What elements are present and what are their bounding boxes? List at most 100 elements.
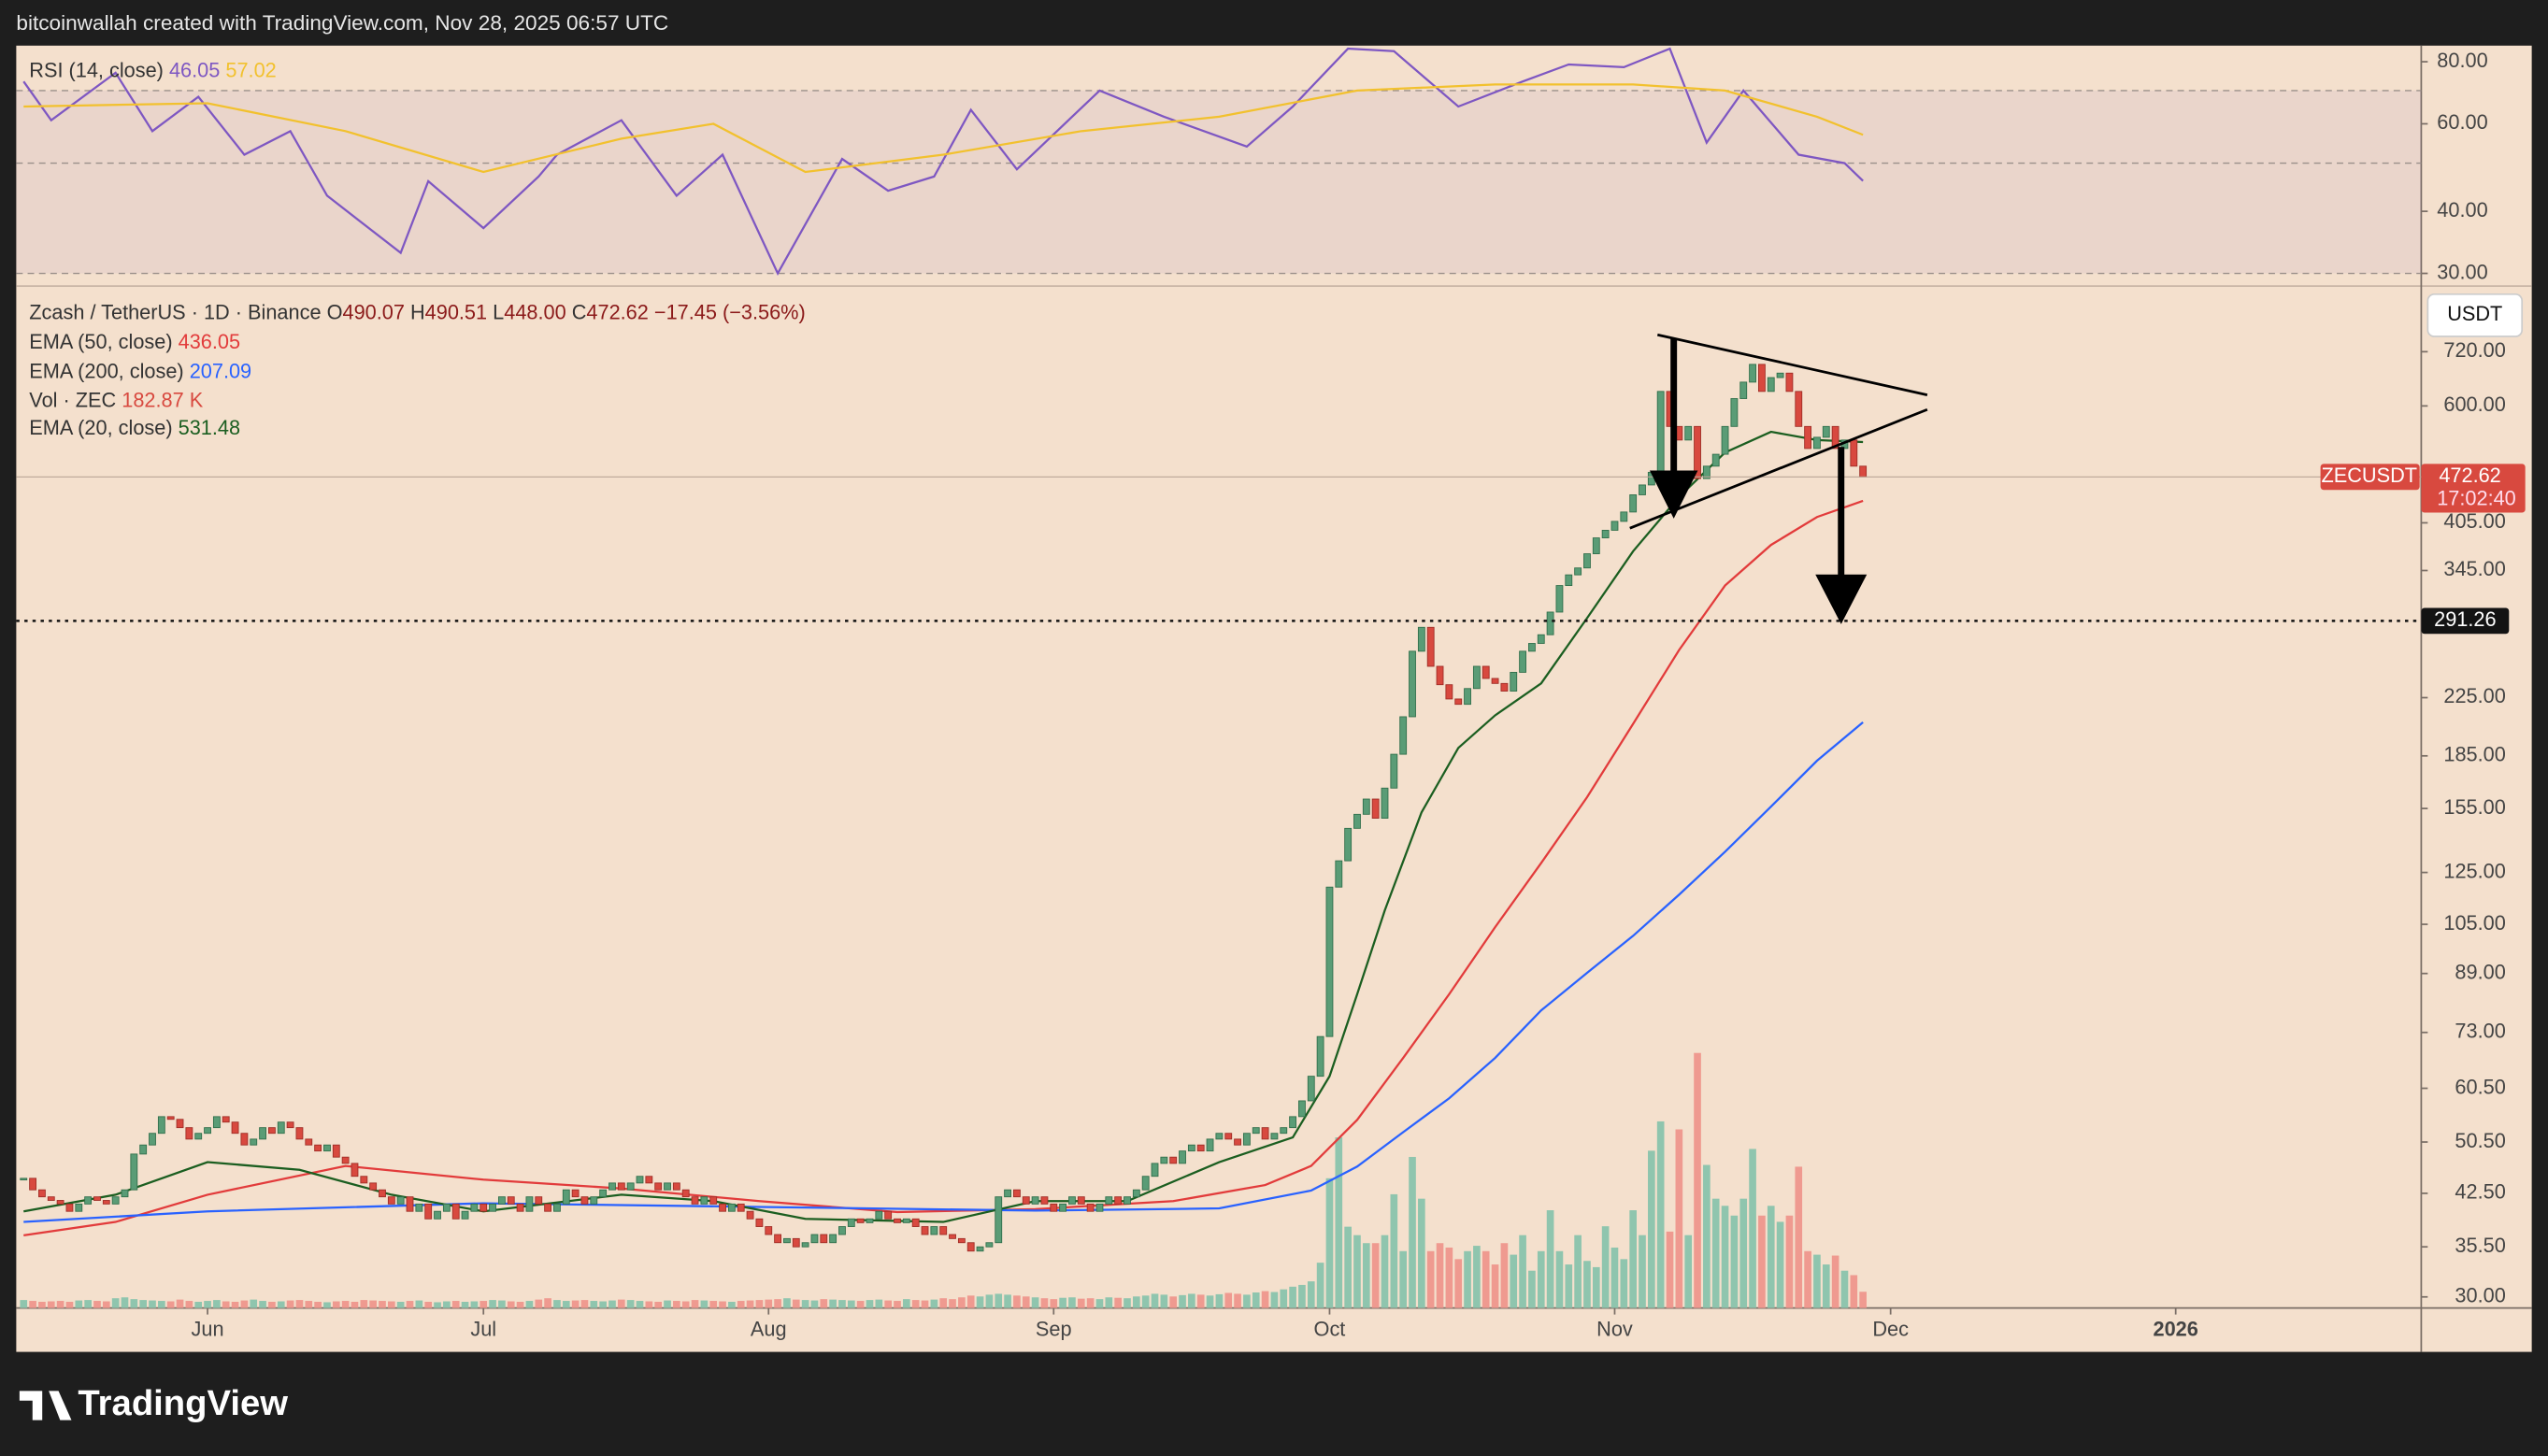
candle (1068, 1196, 1076, 1205)
candle (894, 1218, 901, 1223)
volume-bar (1086, 1298, 1095, 1308)
volume-bar (314, 1301, 322, 1308)
volume-bar (856, 1301, 865, 1308)
volume-bar (1656, 1121, 1665, 1308)
candle (1169, 1156, 1178, 1164)
candle (856, 1218, 865, 1223)
volume-bar (939, 1298, 948, 1308)
volume-bar (1114, 1297, 1122, 1308)
rsi-line (23, 83, 1864, 174)
y-tick-label: 35.50 (2455, 1234, 2505, 1257)
candle (949, 1234, 956, 1239)
candle (1086, 1203, 1095, 1212)
volume-bar (626, 1300, 635, 1308)
candle (1261, 1127, 1269, 1140)
axis-labels: 80.00 60.00 40.00 30.00 291.26 720.00 600.00 40… (29, 49, 2526, 1341)
candle (406, 1196, 414, 1212)
y-tick-label: 345.00 (2443, 557, 2505, 580)
volume-bar (737, 1301, 745, 1308)
candle (157, 1116, 165, 1135)
candle (75, 1203, 83, 1212)
candle (222, 1116, 230, 1123)
candle (654, 1182, 663, 1191)
change: −17.45 (−3.56%) (654, 300, 806, 323)
candle (700, 1196, 709, 1205)
candle (995, 1196, 1003, 1244)
volume-bar (1381, 1235, 1389, 1308)
candle (516, 1203, 524, 1212)
volume-bar (847, 1300, 855, 1308)
x-tick-label: Dec (1872, 1318, 1909, 1341)
volume-bar (1399, 1250, 1407, 1308)
ema-line (23, 499, 1864, 1236)
candle (1620, 511, 1628, 522)
candle (1353, 813, 1361, 829)
symbol-label-box (2320, 464, 2420, 491)
candle (277, 1121, 285, 1135)
candle (810, 1234, 819, 1244)
candle (194, 1133, 203, 1140)
header-text: bitcoinwallah created with TradingView.c… (16, 11, 668, 35)
candle (351, 1163, 359, 1178)
currency-box[interactable] (2426, 293, 2524, 337)
candle (571, 1189, 580, 1198)
volume-bar (166, 1301, 175, 1308)
volume-bar (1298, 1284, 1306, 1308)
volume-bar (820, 1299, 828, 1308)
candle (470, 1203, 479, 1212)
legend-name: RSI (14, close) (29, 58, 164, 81)
volume-bar (158, 1301, 165, 1308)
volume-bar (1390, 1193, 1398, 1308)
currency-button[interactable]: USDT (2426, 293, 2524, 337)
price-label: 472.62 (2439, 464, 2500, 487)
volume-bar (1325, 1178, 1334, 1308)
volume-bar (1179, 1294, 1186, 1308)
volume-bar (443, 1301, 451, 1308)
volume-bar (434, 1302, 441, 1308)
volume-bar (1243, 1294, 1251, 1308)
candle (1399, 716, 1408, 755)
volume-bar (1831, 1255, 1839, 1308)
candle (1721, 425, 1729, 455)
candle (1785, 372, 1794, 393)
volume-bar (424, 1301, 433, 1308)
rsi-line (22, 47, 1864, 277)
candle (1307, 1076, 1315, 1102)
volume-bar (866, 1300, 874, 1308)
trendline (1656, 333, 1928, 396)
legend-row: RSI (14, close) 46.05 57.02 (29, 58, 276, 81)
volume-bar (351, 1301, 359, 1308)
volume-bar (194, 1301, 203, 1308)
candle (966, 1242, 975, 1252)
candle (204, 1127, 211, 1135)
volume-bar (470, 1301, 479, 1308)
legend-name: Vol · ZEC (29, 388, 116, 411)
candle (930, 1226, 938, 1235)
x-tick-label: Aug (751, 1318, 787, 1341)
legend-value: 207.09 (190, 359, 251, 382)
volume-bar (507, 1301, 515, 1308)
volume-bar (728, 1301, 736, 1308)
candle (884, 1210, 893, 1220)
candle (1776, 372, 1784, 378)
candle (875, 1210, 883, 1220)
volume-bar (451, 1301, 460, 1308)
volume-bar (1252, 1292, 1260, 1308)
candle (902, 1218, 910, 1223)
volume-bar (379, 1301, 386, 1308)
candle (250, 1138, 258, 1146)
candle (451, 1203, 460, 1220)
level-label-box (2421, 607, 2510, 635)
volume-bar (1031, 1297, 1039, 1308)
currency[interactable]: USDT (2447, 302, 2502, 325)
candle (1730, 398, 1739, 427)
candle (847, 1218, 855, 1227)
volume-bar (1196, 1294, 1205, 1308)
candle (360, 1176, 368, 1184)
legend-value: 57.02 (225, 58, 276, 81)
volume-bar (599, 1301, 607, 1308)
volume-bar (562, 1301, 570, 1308)
candle (1464, 688, 1471, 706)
candle (1004, 1189, 1011, 1198)
